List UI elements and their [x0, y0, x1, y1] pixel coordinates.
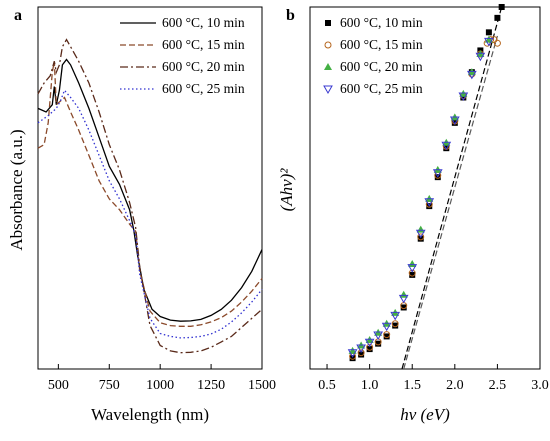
panel-b-x-ticks: 0.5 1.0 1.5 2.0 2.5 3.0: [318, 364, 549, 393]
panel-b-x-tick-label: 2.0: [446, 378, 464, 393]
panel-b-point-series-1: [460, 94, 467, 101]
panel-b-x-tick-label: 1.0: [361, 378, 379, 393]
panel-b-data-points: [347, 4, 505, 362]
panel-a-legend-label: 600 °C, 10 min: [162, 15, 245, 30]
panel-a-legend: 600 °C, 10 min 600 °C, 15 min 600 °C, 20 m…: [120, 15, 245, 96]
panel-b-point-series-4: [347, 349, 358, 358]
panel-b-point-series-4: [484, 37, 494, 47]
panel-a-x-tick-label: 1000: [146, 378, 174, 393]
panel-b-point-series-4: [373, 331, 384, 340]
panel-b-point-series-1: [383, 333, 390, 340]
panel-b-point-series-1: [485, 29, 492, 36]
panel-a-letter: a: [14, 7, 22, 24]
panel-b-point-series-1: [392, 322, 399, 329]
panel-b-point-series-2: [493, 39, 501, 47]
panel-b-legend-marker: [323, 85, 333, 95]
panel-b-point-series-4: [398, 294, 409, 304]
panel-b-point-series-2: [357, 349, 365, 357]
panel-b-point-series-1: [349, 355, 356, 362]
panel-a-y-axis-label: Absorbance (a.u.): [7, 129, 26, 250]
panel-a-x-ticks: 500 750 1000 1250 1500: [48, 364, 276, 393]
panel-b-point-series-1: [375, 340, 382, 347]
panel-b-point-series-3: [416, 225, 425, 233]
panel-a-series-line-1: [37, 58, 263, 322]
panel-b-point-series-4: [475, 52, 486, 62]
panel-b-x-axis-label: hv (eV): [400, 405, 450, 424]
panel-a-x-tick-label: 750: [99, 378, 120, 393]
panel-b-point-series-2: [391, 320, 399, 328]
panel-b-legend-label: 600 °C, 10 min: [340, 15, 423, 30]
panel-b-point-series-1: [358, 351, 365, 358]
panel-b-point-series-1: [494, 14, 501, 21]
panel-b-legend: 600 °C, 10 min 600 °C, 15 min 600 °C, 20 m…: [323, 15, 423, 96]
panel-b-point-series-4: [407, 264, 418, 273]
panel-b-legend-label: 600 °C, 20 min: [340, 59, 423, 74]
panel-b-point-series-3: [408, 260, 417, 268]
panel-b-point-series-4: [381, 322, 392, 332]
panel-b-legend-label: 600 °C, 15 min: [340, 37, 423, 52]
panel-a-x-tick-label: 1500: [248, 378, 276, 393]
panel-a-x-axis-label: Wavelength (nm): [91, 405, 209, 424]
panel-b-point-series-2: [408, 269, 416, 277]
panel-a-legend-label: 600 °C, 25 min: [162, 81, 245, 96]
panel-b-point-series-2: [366, 343, 374, 351]
panel-b-legend-label: 600 °C, 25 min: [340, 81, 423, 96]
panel-b-letter: b: [286, 7, 295, 24]
panel-b-point-series-4: [390, 311, 401, 321]
panel-b-legend-marker: [324, 63, 332, 70]
panel-b-legend-marker: [324, 41, 332, 49]
panel-b-point-series-3: [348, 346, 357, 354]
panel-b-point-series-3: [399, 290, 408, 298]
panel-a-legend-label: 600 °C, 15 min: [162, 37, 245, 52]
panel-b-point-series-4: [432, 169, 443, 178]
panel-b-point-series-4: [441, 141, 452, 151]
panel-b-legend-marker: [325, 20, 331, 26]
panel-b-point-series-1: [409, 271, 416, 278]
panel-b-point-series-1: [443, 145, 450, 152]
panel-a-series-line-3: [37, 38, 263, 354]
panel-a-series-line-4: [37, 89, 263, 339]
panel-a-series-line-2: [37, 61, 263, 327]
panel-b-x-tick-label: 1.5: [403, 378, 421, 393]
panel-b-point-series-4: [364, 338, 375, 348]
panel-b-y-axis-label: (Ahv)²: [277, 168, 296, 212]
panel-b-point-series-4: [466, 70, 477, 80]
panel-b-point-series-4: [356, 344, 366, 354]
panel-b-point-series-1: [498, 4, 505, 10]
panel-a-frame: [37, 6, 263, 370]
panel-b-point-series-1: [366, 346, 373, 353]
panel-b-point-series-1: [400, 304, 407, 311]
panel-b-point-series-1: [417, 235, 424, 242]
panel-a-legend-label: 600 °C, 20 min: [162, 59, 245, 74]
panel-b-fit-line-2: [403, 35, 498, 370]
panel-b-x-tick-label: 3.0: [531, 378, 549, 393]
panel-b-frame: [309, 6, 541, 370]
panel-b-point-series-4: [424, 198, 435, 207]
panel-a-x-tick-label: 500: [48, 378, 69, 393]
panel-b-point-series-3: [484, 35, 493, 43]
panel-b-point-series-4: [458, 92, 469, 102]
panel-a-series-lines: [37, 38, 263, 354]
panel-b-point-series-4: [415, 229, 426, 239]
panel-b-x-tick-label: 0.5: [318, 378, 336, 393]
panel-b-point-series-2: [383, 331, 391, 339]
panel-b-point-series-2: [417, 233, 425, 241]
panel-a-x-tick-label: 1250: [197, 378, 225, 393]
panel-b-point-series-4: [449, 116, 460, 125]
panel-b-x-tick-label: 2.5: [489, 378, 507, 393]
panel-b-point-series-1: [451, 119, 458, 126]
panel-b-fit-lines: [401, 6, 503, 370]
